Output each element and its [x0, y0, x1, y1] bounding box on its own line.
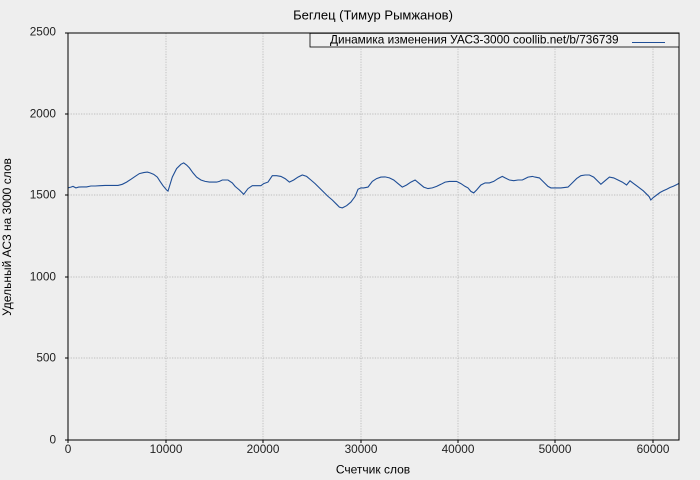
- svg-text:500: 500: [36, 351, 56, 365]
- svg-text:2000: 2000: [30, 107, 57, 121]
- svg-text:Счетчик слов: Счетчик слов: [336, 463, 410, 477]
- svg-text:30000: 30000: [345, 442, 378, 456]
- svg-text:1000: 1000: [30, 270, 57, 284]
- svg-text:0: 0: [49, 433, 56, 447]
- svg-text:60000: 60000: [637, 442, 670, 456]
- svg-text:1500: 1500: [30, 188, 57, 202]
- svg-text:Удельный АС3 на 3000 слов: Удельный АС3 на 3000 слов: [0, 158, 14, 316]
- svg-text:Беглец (Тимур Рымжанов): Беглец (Тимур Рымжанов): [293, 8, 453, 23]
- svg-text:Динамика изменения УАС3-3000 c: Динамика изменения УАС3-3000 coollib.net…: [330, 32, 619, 46]
- svg-text:50000: 50000: [539, 442, 572, 456]
- svg-text:20000: 20000: [247, 442, 280, 456]
- svg-text:10000: 10000: [150, 442, 183, 456]
- svg-text:0: 0: [65, 442, 72, 456]
- svg-text:40000: 40000: [442, 442, 475, 456]
- svg-text:2500: 2500: [30, 25, 57, 39]
